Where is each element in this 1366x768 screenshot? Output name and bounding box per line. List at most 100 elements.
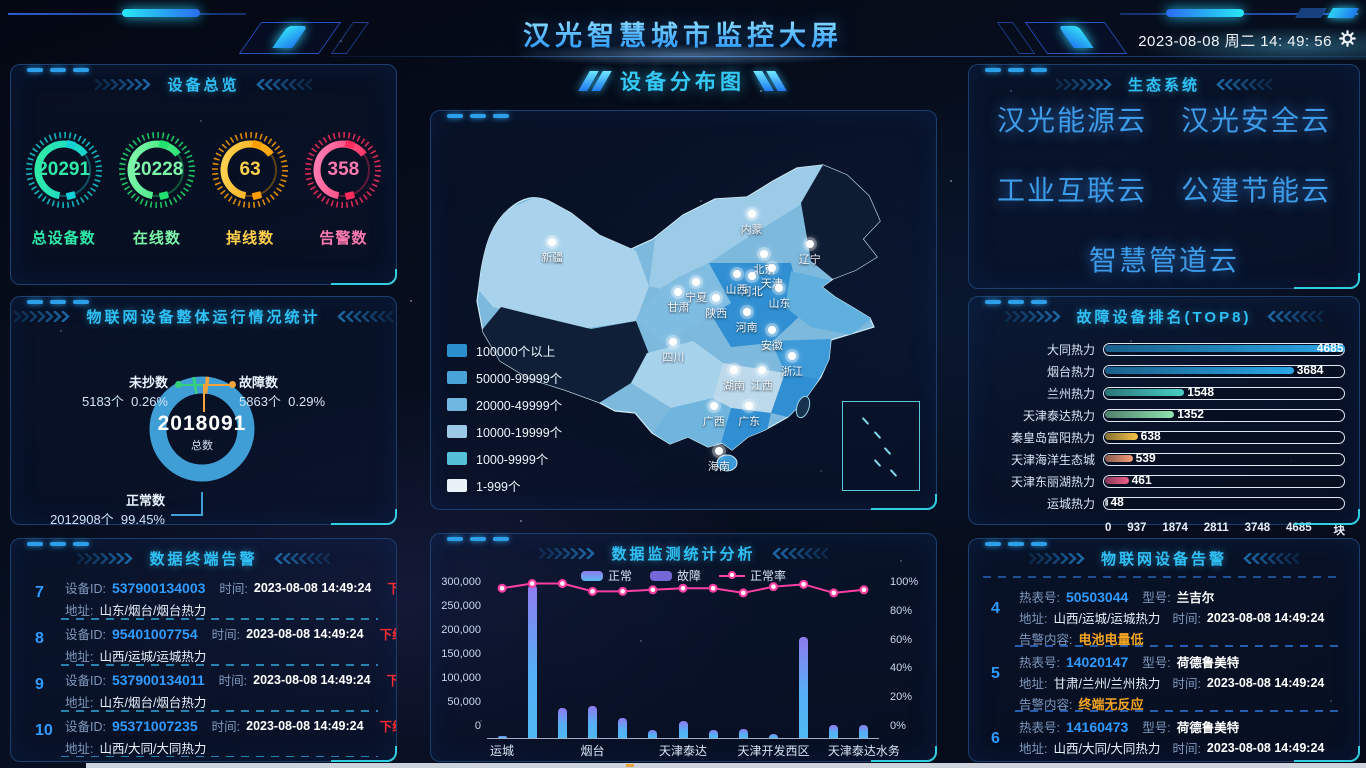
map-marker-宁夏[interactable]: 宁夏 [685,278,707,305]
header-flare-right [1136,26,1366,60]
ranking-track: 48 [1103,495,1345,510]
marker-dot [805,240,814,249]
map-marker-海南[interactable]: 海南 [708,447,730,474]
bar-1 [527,584,537,738]
gear-icon[interactable] [1339,30,1356,47]
alarm-content: 终端无反应 [1078,759,1143,762]
ranking-fill [1105,454,1133,462]
dashed-separator [1015,710,1345,712]
alarm-time: 2023-08-08 14:49:24 [1206,675,1325,690]
alarm-time: 2023-08-08 14:49:24 [246,626,364,641]
row-index: 10 [35,722,53,739]
alarm-time: 2023-08-08 14:49:24 [1206,610,1325,625]
x-axis: 运城 烟台 天津泰达 天津开发西区 天津泰达水务 [487,742,900,758]
map-marker-陕西[interactable]: 陕西 [705,294,727,321]
legend-normal[interactable]: 正常 [580,567,632,584]
terminal-alarm-row: 9 设备ID: 537900134011 时间: 2023-08-08 14:49:… [21,666,396,712]
marker-dot [669,337,678,346]
gauge-label: 告警数 [319,230,368,247]
ecosystem-link-公建节能云[interactable]: 公建节能云 [1181,175,1332,206]
y-tick: 80% [890,604,913,617]
y-tick: 40% [890,662,913,675]
map-marker-广西[interactable]: 广西 [702,401,725,429]
panel-tab-decoration [27,300,89,304]
gauge-ring: 20228 [114,127,200,213]
bar-line-chart [487,579,879,739]
y-tick: 60% [890,633,913,646]
dashed-separator [61,664,378,666]
alarm-time: 2023-08-08 14:49:24 [246,718,364,733]
map-marker-江西[interactable]: 江西 [750,365,773,393]
legend-label: 1000-9999个 [476,453,549,467]
gauge-ring: 63 [207,127,293,213]
marker-dot [709,401,718,410]
dashed-separator [61,710,378,712]
dashed-separator [983,576,1341,578]
marker-label: 广西 [702,415,725,428]
chevrons-left-icon [268,552,330,564]
gauge-2: 63 掉线数 [207,127,293,248]
marker-dot [730,365,738,374]
legend-label: 10000-19999个 [476,426,563,440]
map-marker-辽宁[interactable]: 辽宁 [799,240,821,267]
map-marker-内蒙[interactable]: 内蒙 [741,210,763,237]
map-marker-山西[interactable]: 山西 [726,270,748,297]
row-index: 9 [35,676,44,693]
map-legend-item: 1-999个 [447,476,562,495]
panel-ecosystem: 生态系统 汉光能源云 汉光安全云 工业互联云 公建节能云 智慧管道云 [968,64,1360,289]
legend-swatch [447,452,467,465]
map-marker-新疆[interactable]: 新疆 [541,238,563,265]
gauge-0: 20291 总设备数 [21,127,107,248]
map-marker-湖南[interactable]: 湖南 [723,365,745,393]
map-marker-甘肃[interactable]: 甘肃 [667,288,689,315]
legend-swatch [447,479,467,492]
map-marker-河北[interactable]: 河北 [741,272,763,299]
gauge-ring: 358 [300,127,386,213]
ranking-row-0: 大同热力 4685 [979,338,1345,360]
marker-label: 新疆 [541,252,564,265]
legend-swatch [447,398,467,411]
ranking-row-2: 兰州热力 1548 [979,382,1345,404]
row-index: 7 [35,584,44,601]
taskbar-sliver[interactable] [86,763,1366,768]
chevrons-left-icon [331,310,393,322]
marker-dot [714,447,723,456]
map-marker-山东[interactable]: 山东 [768,284,790,311]
ecosystem-link-智慧管道云[interactable]: 智慧管道云 [1088,245,1239,276]
marker-label: 江西 [750,379,773,392]
marker-dot [747,210,756,219]
ecosystem-link-汉光安全云[interactable]: 汉光安全云 [1181,105,1332,136]
ranking-row-3: 天津泰达热力 1352 [979,404,1345,426]
legend-rate[interactable]: 正常率 [719,567,786,584]
chart-legend: 正常 故障 正常率 [431,567,936,584]
y-tick: 200,000 [441,624,481,636]
bar-8 [738,728,748,738]
panel-tab-decoration [985,68,1047,72]
marker-label: 内蒙 [740,224,763,237]
ecosystem-link-汉光能源云[interactable]: 汉光能源云 [996,105,1147,136]
map-marker-河南[interactable]: 河南 [736,307,758,335]
map-marker-四川[interactable]: 四川 [662,337,685,365]
page-title: 汉光智慧城市监控大屏 [0,14,1366,53]
map-marker-广东[interactable]: 广东 [738,401,761,429]
legend-swatch [447,371,467,384]
ranking-fill [1105,476,1129,484]
ecosystem-link-工业互联云[interactable]: 工业互联云 [996,175,1147,206]
chevrons-right-icon [1028,552,1091,564]
status-offline: 下线 [379,628,396,642]
map-title-text: 设备分布图 [620,71,745,94]
chevrons-left-icon [1210,78,1272,90]
iot-alarm-list: 4 热表号: 50503044 型号: 兰吉尔 地址: 山西/运城/运城热力 时间: 2… [969,574,1359,762]
legend-label: 1-999个 [476,480,521,494]
marker-dot [775,284,784,293]
marker-label: 广东 [738,415,761,428]
chevrons-right-icon [95,78,157,90]
ranking-row-5: 天津海洋生态城 539 [979,448,1345,470]
map-marker-安徽[interactable]: 安徽 [761,325,783,353]
ranking-label: 大同热力 [1046,342,1095,357]
marker-label: 四川 [662,351,685,364]
terminal-alarm-row: 7 设备ID: 537900134003 时间: 2023-08-08 14:49:… [21,574,396,620]
ranking-axis: 0 937 1874 2811 3748 4685 块 [1105,522,1345,538]
map-marker-浙江[interactable]: 浙江 [781,351,803,379]
legend-fault[interactable]: 故障 [649,567,701,584]
